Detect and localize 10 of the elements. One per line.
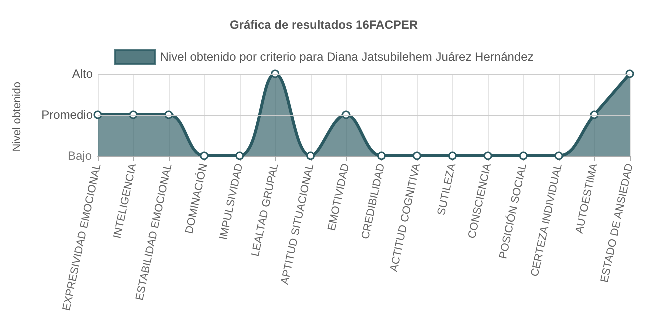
x-tick-label: SUTILEZA xyxy=(436,162,459,217)
x-tick-label: POSICIÓN SOCIAL xyxy=(496,162,530,260)
ref-line-label: Promedio xyxy=(42,108,94,122)
legend-label: Nivel obtenido por criterio para Diana Jatsubilehem Juárez Hernández xyxy=(160,50,534,64)
ref-line-label: Alto xyxy=(72,67,94,81)
x-tick-label: LEALTAD GRUPAL xyxy=(250,162,282,258)
y-axis-title: Nivel obtenido xyxy=(12,82,24,152)
chart-title: Gráfica de resultados 16FACPER xyxy=(230,18,418,32)
x-tick-label: ESTADO DE ANSIEDAD xyxy=(598,162,636,284)
text: Bajo xyxy=(68,149,92,163)
